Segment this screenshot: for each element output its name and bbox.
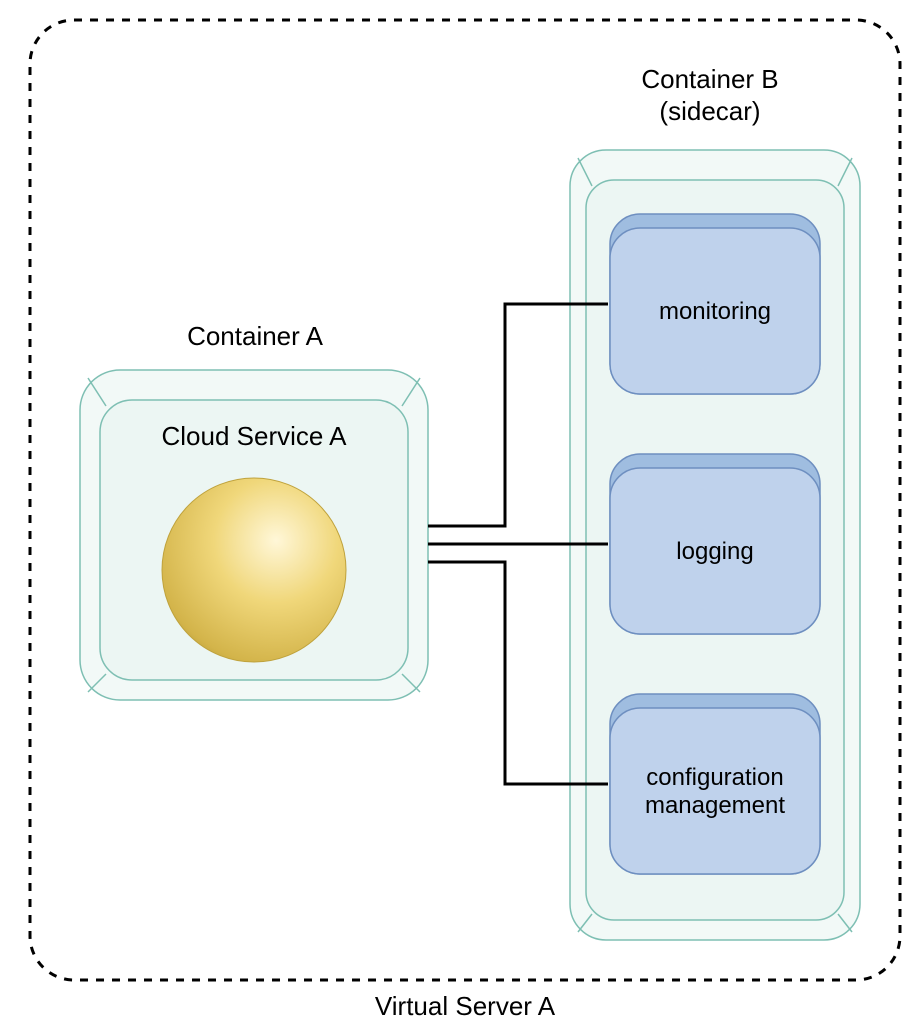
- container-b-title-line2: (sidecar): [659, 96, 760, 126]
- cloud-service-label: Cloud Service A: [162, 421, 348, 451]
- sidecar-box-label-config: configuration: [646, 764, 783, 791]
- sidecar-box-label-config: management: [645, 792, 785, 819]
- sidecar-box-face-config: [610, 708, 820, 874]
- cloud-service-sphere-icon: [162, 478, 346, 662]
- sidecar-box-label-logging: logging: [676, 538, 753, 565]
- container-a-title: Container A: [187, 321, 324, 351]
- container-b-title-line1: Container B: [641, 64, 778, 94]
- virtual-server-label: Virtual Server A: [375, 991, 556, 1021]
- sidecar-box-label-monitoring: monitoring: [659, 298, 771, 325]
- diagram-root: { "type": "diagram", "canvas": { "width"…: [0, 0, 922, 1033]
